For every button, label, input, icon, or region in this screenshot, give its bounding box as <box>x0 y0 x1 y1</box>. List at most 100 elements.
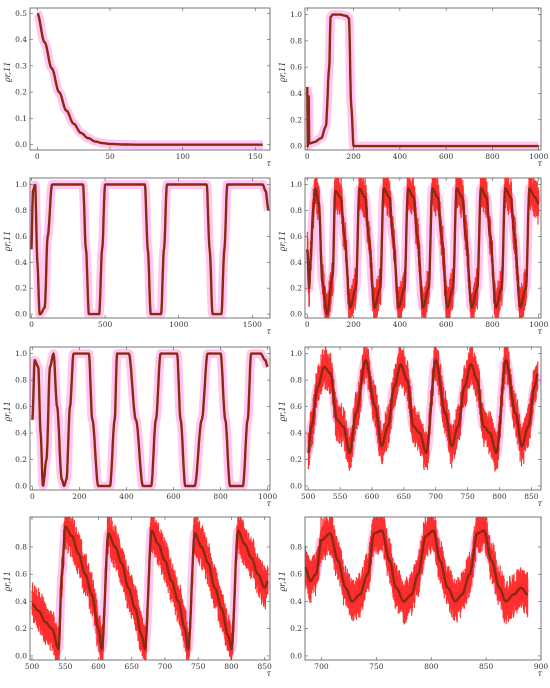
plot-frame <box>29 177 271 319</box>
y-tick-label: 0.2 <box>15 88 27 97</box>
y-tick-label: 0.6 <box>290 232 302 241</box>
x-axis-label: τ <box>538 669 543 678</box>
x-tick-label: 750 <box>460 492 475 501</box>
x-tick-label: 800 <box>485 152 500 161</box>
x-tick-label: 900 <box>534 662 549 671</box>
y-axis-label: ϱr,11 <box>278 401 287 421</box>
y-tick-label: 0.8 <box>15 542 27 551</box>
y-axis-label: ϱr,11 <box>3 401 12 421</box>
y-tick-label: 0.2 <box>290 115 302 124</box>
plot-area <box>305 517 532 625</box>
x-axis-label: τ <box>538 327 543 336</box>
x-tick-label: 0 <box>29 320 34 329</box>
series-oscillation-band <box>305 517 529 625</box>
plot-area <box>305 10 541 150</box>
y-axis-label: ϱr,11 <box>278 62 287 82</box>
panel-f: 500 550 600 650 700 750 800 850 0.0 0.2 0.4 0.6 0.8 1… <box>278 346 543 508</box>
x-tick-label: 400 <box>393 152 408 161</box>
plot-frame <box>29 516 271 661</box>
x-tick-label: 500 <box>301 492 316 501</box>
y-tick-label: 1.0 <box>15 180 27 189</box>
x-tick-label: 0 <box>30 492 35 501</box>
y-tick-label: 0.6 <box>290 402 302 411</box>
panel-c: 0 500 1000 1500 0.0 0.2 0.4 0.6 0.8 1.0 ϱr,11 τ <box>3 177 272 336</box>
y-axis-label: ϱr,11 <box>278 571 287 591</box>
x-tick-label: 600 <box>439 320 454 329</box>
plot-frame <box>29 346 271 491</box>
x-axis-label: τ <box>538 159 543 168</box>
y-tick-label: 0.0 <box>290 310 302 319</box>
x-tick-label: 600 <box>365 492 380 501</box>
y-tick-label: 0.5 <box>15 9 27 18</box>
x-tick-label: 650 <box>125 662 140 671</box>
y-tick-label: 0.6 <box>15 570 27 579</box>
x-tick-label: 700 <box>429 492 444 501</box>
plot-frame <box>304 7 542 151</box>
y-tick-label: 0.2 <box>15 284 27 293</box>
y-tick-label: 0.8 <box>15 376 27 385</box>
series-line <box>305 529 529 603</box>
series-line <box>36 12 264 146</box>
y-tick-label: 0.4 <box>15 258 27 267</box>
y-tick-label: 0.0 <box>15 310 27 319</box>
x-tick-label: 800 <box>213 492 228 501</box>
x-axis-label: τ <box>267 327 272 336</box>
x-tick-label: 750 <box>191 662 206 671</box>
series-line <box>306 13 540 148</box>
series-line <box>306 187 540 316</box>
plot-area <box>30 349 270 490</box>
y-tick-label: 0.2 <box>290 284 302 293</box>
x-tick-label: 400 <box>119 492 134 501</box>
series-halo <box>305 10 541 150</box>
x-tick-label: 1000 <box>169 320 188 329</box>
x-tick-label: 1500 <box>243 320 262 329</box>
y-tick-label: 0.8 <box>15 206 27 215</box>
y-tick-label: 0.4 <box>290 258 302 267</box>
y-tick-label: 1.0 <box>290 349 302 358</box>
plot-frame <box>304 177 542 319</box>
x-tick-label: 100 <box>176 152 191 161</box>
y-tick-label: 0.4 <box>15 35 27 44</box>
y-tick-label: 0.4 <box>290 597 302 606</box>
x-tick-label: 850 <box>479 662 494 671</box>
plot-area <box>305 347 541 472</box>
y-tick-label: 0.0 <box>290 651 302 660</box>
y-tick-label: 0.2 <box>290 455 302 464</box>
x-tick-label: 150 <box>248 152 263 161</box>
x-axis-label: τ <box>538 499 543 508</box>
x-tick-label: 800 <box>424 662 439 671</box>
y-axis-label: ϱr,11 <box>3 231 12 251</box>
y-tick-label: 0.0 <box>15 482 27 491</box>
panel-a: 0 50 100 150 0.0 0.1 0.2 0.3 0.4 0.5 ϱr,11 τ <box>3 7 272 168</box>
y-axis-label: ϱr,11 <box>278 231 287 251</box>
x-tick-label: 200 <box>346 320 361 329</box>
x-tick-label: 500 <box>98 320 113 329</box>
y-tick-label: 0.8 <box>290 36 302 45</box>
x-tick-label: 700 <box>158 662 173 671</box>
y-tick-label: 0.6 <box>15 232 27 241</box>
y-tick-label: 0.6 <box>290 63 302 72</box>
panel-g: 500 550 600 650 700 750 800 850 0.0 0.2 0.4 0.6 0.8 ϱ… <box>3 516 272 678</box>
y-tick-label: 1.0 <box>290 10 302 19</box>
y-tick-label: 0.6 <box>290 570 302 579</box>
x-tick-label: 400 <box>393 320 408 329</box>
x-tick-label: 700 <box>314 662 329 671</box>
x-axis-label: τ <box>267 669 272 678</box>
x-tick-label: 550 <box>58 662 73 671</box>
x-tick-label: 200 <box>346 152 361 161</box>
plot-area <box>305 178 541 318</box>
y-tick-label: 0.8 <box>290 206 302 215</box>
y-tick-label: 0.2 <box>290 624 302 633</box>
y-tick-label: 1.0 <box>15 349 27 358</box>
y-tick-label: 0.4 <box>15 597 27 606</box>
series-line <box>31 525 269 651</box>
x-tick-label: 600 <box>166 492 181 501</box>
series-line <box>307 359 539 455</box>
y-tick-label: 1.0 <box>290 180 302 189</box>
y-tick-label: 0.1 <box>15 114 27 123</box>
panel-h: 700 750 800 850 900 0.0 0.2 0.4 0.6 0.8 ϱr,11 τ <box>278 516 549 678</box>
y-tick-label: 0.0 <box>290 482 302 491</box>
plot-area <box>30 517 270 660</box>
x-tick-label: 600 <box>91 662 106 671</box>
x-axis-label: τ <box>267 499 272 508</box>
